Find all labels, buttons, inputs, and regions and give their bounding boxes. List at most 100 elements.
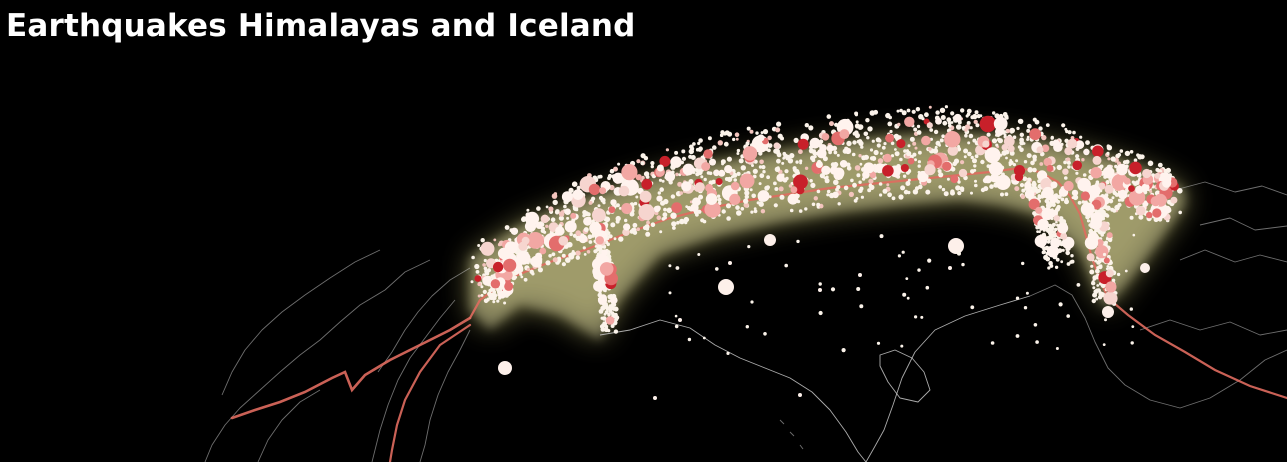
earthquake-marker[interactable] — [548, 206, 554, 212]
earthquake-marker[interactable] — [767, 148, 771, 153]
earthquake-marker[interactable] — [482, 289, 487, 294]
earthquake-marker[interactable] — [844, 147, 852, 155]
earthquake-marker[interactable] — [550, 217, 556, 222]
earthquake-marker[interactable] — [595, 248, 600, 252]
earthquake-marker[interactable] — [970, 155, 974, 160]
earthquake-marker[interactable] — [504, 281, 514, 291]
earthquake-marker[interactable] — [829, 121, 834, 127]
earthquake-marker[interactable] — [597, 204, 601, 208]
earthquake-marker[interactable] — [1063, 160, 1067, 165]
earthquake-marker[interactable] — [1015, 296, 1020, 300]
earthquake-marker[interactable] — [947, 145, 959, 156]
earthquake-marker[interactable] — [488, 295, 494, 301]
earthquake-marker[interactable] — [1106, 151, 1110, 155]
earthquake-marker[interactable] — [863, 162, 875, 174]
earthquake-marker[interactable] — [1036, 188, 1042, 193]
earthquake-marker[interactable] — [736, 210, 742, 216]
earthquake-marker[interactable] — [575, 230, 581, 236]
earthquake-marker[interactable] — [1046, 240, 1051, 244]
earthquake-marker[interactable] — [1094, 259, 1098, 263]
earthquake-marker[interactable] — [809, 137, 821, 149]
earthquake-marker[interactable] — [1105, 267, 1109, 271]
earthquake-marker[interactable] — [1053, 215, 1060, 222]
earthquake-marker[interactable] — [811, 202, 816, 207]
earthquake-marker[interactable] — [621, 164, 638, 181]
earthquake-marker[interactable] — [832, 191, 839, 199]
earthquake-marker[interactable] — [567, 241, 573, 248]
earthquake-marker[interactable] — [907, 178, 911, 182]
earthquake-marker[interactable] — [650, 164, 654, 169]
earthquake-marker[interactable] — [968, 133, 974, 139]
earthquake-marker[interactable] — [735, 137, 739, 141]
earthquake-marker[interactable] — [863, 131, 869, 137]
earthquake-marker[interactable] — [600, 327, 606, 332]
earthquake-marker[interactable] — [880, 152, 883, 155]
earthquake-marker[interactable] — [612, 172, 624, 184]
earthquake-marker[interactable] — [865, 118, 870, 123]
earthquake-marker[interactable] — [1096, 239, 1104, 247]
earthquake-marker[interactable] — [906, 150, 912, 157]
earthquake-marker[interactable] — [725, 203, 732, 209]
earthquake-marker[interactable] — [1131, 325, 1135, 328]
earthquake-marker[interactable] — [674, 150, 679, 155]
earthquake-marker[interactable] — [990, 341, 995, 345]
earthquake-marker[interactable] — [758, 182, 762, 186]
earthquake-marker[interactable] — [758, 165, 763, 169]
earthquake-marker[interactable] — [1133, 158, 1138, 162]
earthquake-marker[interactable] — [917, 160, 922, 164]
earthquake-marker[interactable] — [795, 160, 799, 164]
earthquake-marker[interactable] — [1065, 197, 1068, 201]
earthquake-marker[interactable] — [846, 166, 852, 171]
earthquake-marker[interactable] — [969, 126, 973, 130]
earthquake-marker[interactable] — [702, 336, 706, 340]
earthquake-marker[interactable] — [490, 274, 495, 279]
earthquake-marker[interactable] — [593, 280, 604, 292]
earthquake-marker[interactable] — [980, 187, 986, 193]
earthquake-marker[interactable] — [787, 193, 799, 205]
earthquake-marker[interactable] — [1150, 196, 1161, 207]
earthquake-marker[interactable] — [833, 179, 839, 186]
earthquake-marker[interactable] — [1019, 140, 1025, 146]
earthquake-marker[interactable] — [994, 113, 1000, 119]
earthquake-marker[interactable] — [569, 232, 573, 237]
earthquake-marker[interactable] — [575, 255, 580, 260]
earthquake-marker[interactable] — [730, 181, 740, 191]
earthquake-marker[interactable] — [526, 208, 530, 212]
earthquake-marker[interactable] — [1005, 156, 1008, 160]
earthquake-marker[interactable] — [1080, 191, 1090, 201]
earthquake-marker[interactable] — [618, 185, 630, 197]
earthquake-marker[interactable] — [873, 109, 879, 115]
earthquake-marker[interactable] — [643, 156, 649, 161]
earthquake-marker[interactable] — [717, 197, 722, 202]
earthquake-marker[interactable] — [1133, 181, 1138, 187]
earthquake-marker[interactable] — [972, 158, 977, 164]
earthquake-marker[interactable] — [1139, 154, 1145, 160]
earthquake-marker[interactable] — [1042, 186, 1054, 199]
earthquake-marker[interactable] — [776, 173, 785, 182]
earthquake-marker[interactable] — [1089, 269, 1095, 275]
earthquake-marker[interactable] — [641, 178, 653, 190]
earthquake-marker[interactable] — [610, 296, 618, 305]
earthquake-marker[interactable] — [525, 211, 540, 226]
earthquake-marker[interactable] — [707, 136, 712, 141]
earthquake-marker[interactable] — [1081, 200, 1086, 204]
earthquake-marker[interactable] — [897, 122, 901, 127]
earthquake-marker[interactable] — [605, 218, 610, 222]
earthquake-marker[interactable] — [905, 181, 911, 186]
earthquake-marker[interactable] — [856, 173, 861, 178]
earthquake-marker[interactable] — [804, 123, 809, 128]
earthquake-marker[interactable] — [603, 327, 609, 333]
earthquake-marker[interactable] — [1008, 161, 1012, 165]
earthquake-marker[interactable] — [1050, 136, 1054, 140]
earthquake-marker[interactable] — [774, 187, 779, 191]
earthquake-marker[interactable] — [1003, 136, 1015, 147]
earthquake-marker[interactable] — [1083, 148, 1090, 156]
earthquake-marker[interactable] — [765, 185, 771, 190]
earthquake-marker[interactable] — [1082, 173, 1087, 177]
earthquake-marker[interactable] — [1020, 194, 1026, 199]
earthquake-marker[interactable] — [587, 234, 593, 240]
earthquake-marker[interactable] — [659, 155, 671, 167]
earthquake-marker[interactable] — [856, 287, 861, 291]
earthquake-marker[interactable] — [700, 175, 704, 179]
